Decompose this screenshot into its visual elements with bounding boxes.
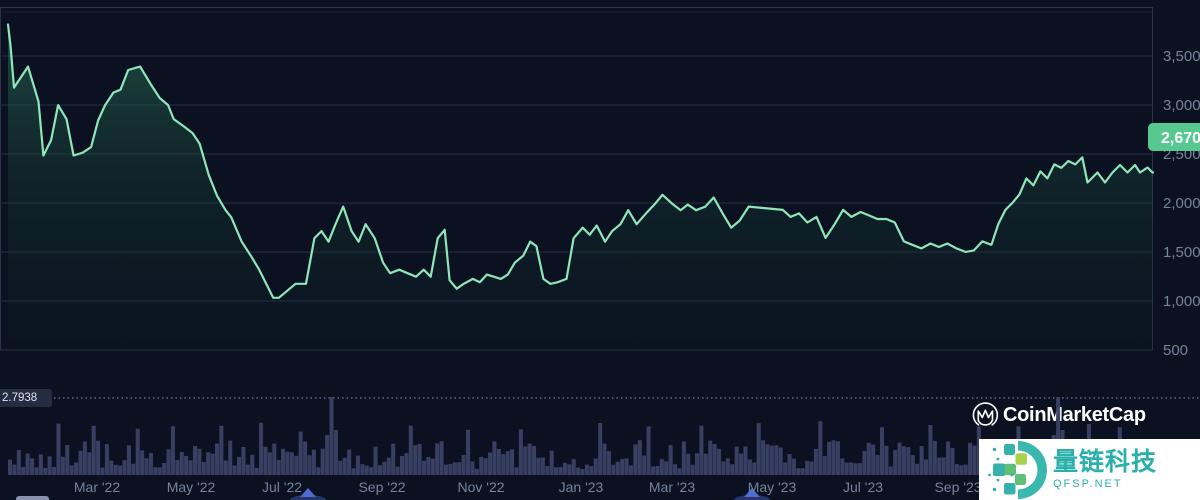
svg-text:Mar '22: Mar '22 bbox=[74, 479, 120, 495]
svg-text:May '22: May '22 bbox=[167, 479, 216, 495]
svg-text:3,500: 3,500 bbox=[1163, 48, 1200, 65]
svg-text:1,500: 1,500 bbox=[1163, 244, 1200, 261]
svg-text:May '23: May '23 bbox=[748, 479, 797, 495]
svg-text:2,670: 2,670 bbox=[1161, 130, 1200, 147]
svg-text:2.7938: 2.7938 bbox=[2, 392, 37, 404]
svg-text:Mar '23: Mar '23 bbox=[649, 479, 695, 495]
svg-text:Jan '23: Jan '23 bbox=[559, 479, 604, 495]
svg-text:3,000: 3,000 bbox=[1163, 97, 1200, 114]
svg-text:Sep '22: Sep '22 bbox=[358, 479, 405, 495]
svg-text:Jul '22: Jul '22 bbox=[262, 479, 302, 495]
svg-text:Nov '22: Nov '22 bbox=[457, 479, 504, 495]
svg-text:500: 500 bbox=[1163, 342, 1188, 359]
svg-text:Jul '23: Jul '23 bbox=[843, 479, 883, 495]
svg-text:Sep '23: Sep '23 bbox=[934, 479, 981, 495]
svg-text:2,000: 2,000 bbox=[1163, 195, 1200, 212]
svg-text:1,000: 1,000 bbox=[1163, 293, 1200, 310]
svg-text:CoinMarketCap: CoinMarketCap bbox=[1003, 404, 1146, 426]
